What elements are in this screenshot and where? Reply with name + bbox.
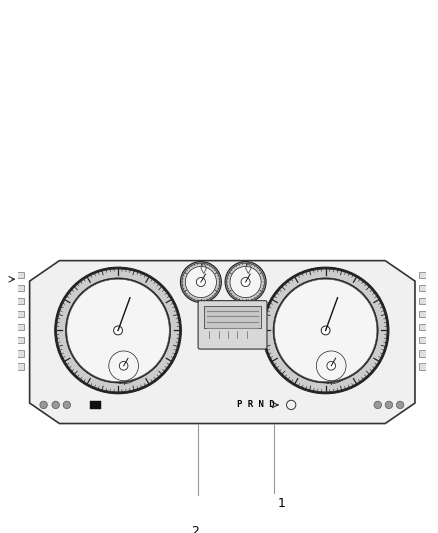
Circle shape <box>321 326 330 335</box>
Circle shape <box>185 266 216 297</box>
Circle shape <box>273 278 378 383</box>
Bar <box>90 401 101 409</box>
Bar <box>16 337 24 343</box>
Bar <box>16 363 24 369</box>
Bar <box>419 350 427 357</box>
Circle shape <box>396 401 404 409</box>
Circle shape <box>262 267 389 394</box>
Text: 1: 1 <box>277 497 285 510</box>
Circle shape <box>227 263 265 301</box>
Text: 2: 2 <box>191 525 198 533</box>
Bar <box>16 298 24 304</box>
Circle shape <box>241 278 250 287</box>
Bar <box>419 298 427 304</box>
Text: P R N D: P R N D <box>237 400 275 409</box>
Circle shape <box>264 269 387 392</box>
FancyBboxPatch shape <box>198 301 267 349</box>
Bar <box>16 324 24 330</box>
Bar <box>16 272 24 278</box>
Circle shape <box>52 401 60 409</box>
Circle shape <box>55 267 181 394</box>
Circle shape <box>327 361 336 370</box>
Circle shape <box>57 269 180 392</box>
Circle shape <box>225 262 266 303</box>
Bar <box>419 363 427 369</box>
Circle shape <box>106 348 141 384</box>
Circle shape <box>104 346 143 385</box>
Bar <box>16 311 24 318</box>
Circle shape <box>312 346 351 385</box>
Circle shape <box>374 401 381 409</box>
Circle shape <box>63 401 71 409</box>
Bar <box>419 337 427 343</box>
Circle shape <box>109 351 138 381</box>
Bar <box>419 311 427 318</box>
Circle shape <box>119 361 128 370</box>
Circle shape <box>182 263 220 301</box>
Bar <box>419 285 427 292</box>
Circle shape <box>313 348 349 384</box>
Circle shape <box>316 351 346 381</box>
Circle shape <box>66 278 170 383</box>
Circle shape <box>180 262 221 303</box>
Bar <box>419 324 427 330</box>
Circle shape <box>40 401 47 409</box>
Circle shape <box>67 279 170 382</box>
Circle shape <box>274 279 377 382</box>
FancyBboxPatch shape <box>204 306 261 328</box>
Circle shape <box>113 326 123 335</box>
Polygon shape <box>30 261 415 424</box>
Circle shape <box>385 401 392 409</box>
Bar <box>419 272 427 278</box>
Bar <box>16 350 24 357</box>
Bar <box>16 285 24 292</box>
Circle shape <box>196 278 205 287</box>
Circle shape <box>230 266 261 297</box>
